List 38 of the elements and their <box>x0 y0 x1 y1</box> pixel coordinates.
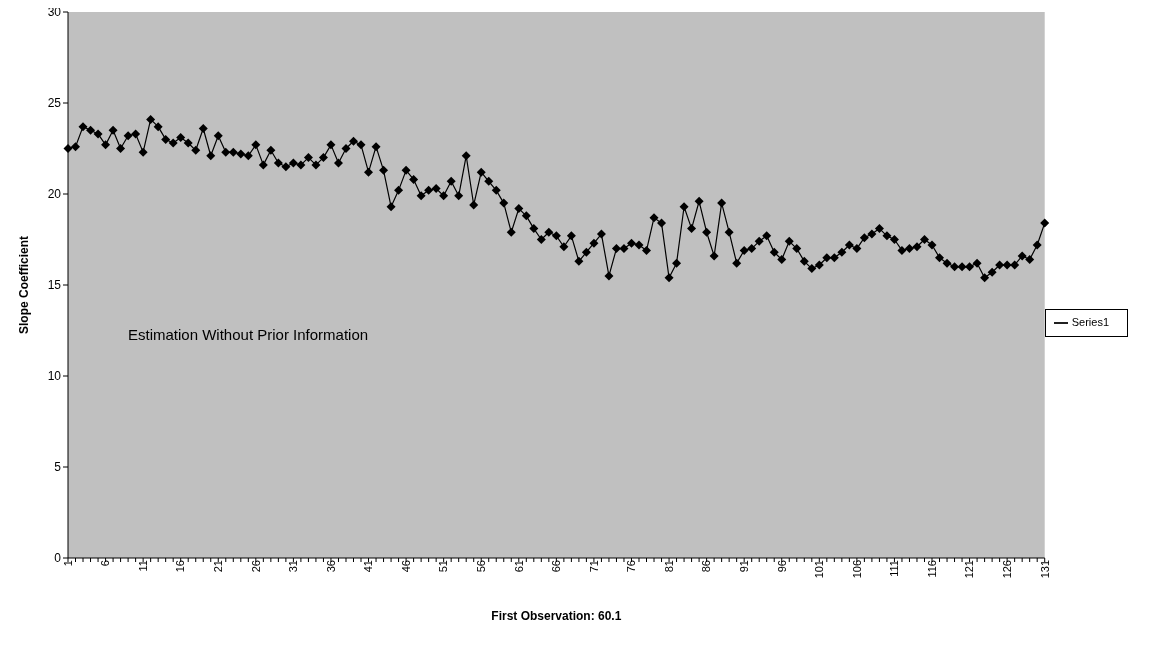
x-tick-label: 121 <box>963 560 976 579</box>
y-tick-label: 0 <box>54 551 62 566</box>
x-tick-label: 36 <box>324 560 337 573</box>
x-tick-label: 91 <box>737 560 750 573</box>
x-tick-label: 76 <box>625 560 638 573</box>
x-tick-label: 126 <box>1000 560 1013 579</box>
x-tick-label: 31 <box>287 560 300 573</box>
x-tick-label: 51 <box>437 560 450 573</box>
x-tick-label: 71 <box>587 560 600 573</box>
y-tick-label: 25 <box>47 96 62 111</box>
y-tick-label: 20 <box>47 187 62 202</box>
x-tick-label: 6 <box>99 560 112 567</box>
x-tick-label: 131 <box>1038 560 1051 579</box>
x-tick-label: 11 <box>136 560 149 572</box>
x-tick-label: 66 <box>550 560 563 573</box>
x-tick-label: 26 <box>249 560 262 573</box>
y-tick-label: 10 <box>47 369 62 384</box>
annotation: Estimation Without Prior Information <box>128 326 369 343</box>
x-tick-label: 86 <box>700 560 713 573</box>
x-tick-label: 61 <box>512 560 525 573</box>
x-tick-label: 1 <box>61 560 74 567</box>
x-tick-label: 21 <box>212 560 225 573</box>
legend-label: Series1 <box>1071 315 1109 328</box>
y-axis-title: Slope Coefficient <box>17 235 32 335</box>
x-tick-label: 111 <box>888 560 901 577</box>
x-tick-label: 56 <box>475 560 488 573</box>
y-tick-label: 30 <box>47 5 62 20</box>
y-tick-label: 5 <box>54 460 62 475</box>
x-tick-label: 46 <box>399 560 412 573</box>
x-tick-label: 16 <box>174 560 187 573</box>
x-tick-label: 106 <box>850 560 863 579</box>
y-tick-label: 15 <box>47 278 62 293</box>
x-tick-label: 96 <box>775 560 788 573</box>
x-tick-label: 81 <box>662 560 675 573</box>
x-tick-label: 41 <box>362 560 375 573</box>
x-tick-label: 101 <box>813 560 826 579</box>
x-axis-title: First Observation: 60.1 <box>491 609 622 623</box>
x-tick-label: 116 <box>925 560 938 578</box>
